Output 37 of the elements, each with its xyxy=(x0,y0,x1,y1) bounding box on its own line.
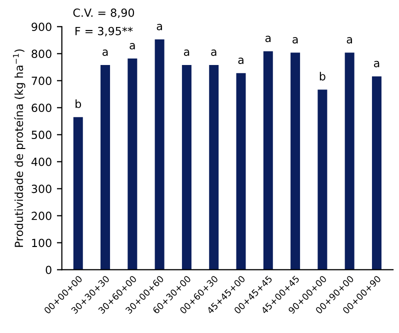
bar xyxy=(318,90,328,270)
bar xyxy=(290,52,300,270)
bar xyxy=(263,51,273,270)
y-tick-label: 300 xyxy=(32,184,52,194)
bar xyxy=(182,64,192,270)
annotation: a xyxy=(184,50,190,56)
annotation: b xyxy=(320,72,326,80)
y-tick-label: 900 xyxy=(32,22,52,32)
bar xyxy=(372,76,382,270)
bar xyxy=(100,64,110,270)
bar xyxy=(236,73,246,270)
y-tick-label: 700 xyxy=(32,76,52,86)
annotation: a xyxy=(102,50,108,56)
annotation: a xyxy=(156,24,162,30)
annotation: b xyxy=(76,99,82,108)
annotation: F = 3,95** xyxy=(76,26,133,36)
bar xyxy=(128,58,138,270)
bar xyxy=(73,117,83,270)
y-tick-label: 0 xyxy=(46,266,52,274)
annotation: a xyxy=(374,60,380,68)
text: C.V. = 8,90 xyxy=(73,8,134,18)
bar xyxy=(344,52,354,270)
y-tick-label: 800 xyxy=(32,50,52,58)
y-tick-label: 200 xyxy=(32,212,52,220)
annotation: a xyxy=(265,36,271,42)
bar xyxy=(154,39,164,270)
y-tick-label: 100 xyxy=(32,238,52,248)
annotation: a xyxy=(238,58,244,64)
y-tick-label: 600 xyxy=(32,104,52,112)
annotation: a xyxy=(211,50,216,56)
annotation: a xyxy=(292,37,298,44)
y-tick-label: 400 xyxy=(31,158,52,166)
annotation: a xyxy=(130,43,135,50)
annotation: a xyxy=(346,37,352,44)
y-axis-title: Produtividade de proteína (kg ha$^{−1}$) xyxy=(13,49,26,247)
bar xyxy=(209,64,219,270)
y-tick-label: 500 xyxy=(32,130,52,140)
